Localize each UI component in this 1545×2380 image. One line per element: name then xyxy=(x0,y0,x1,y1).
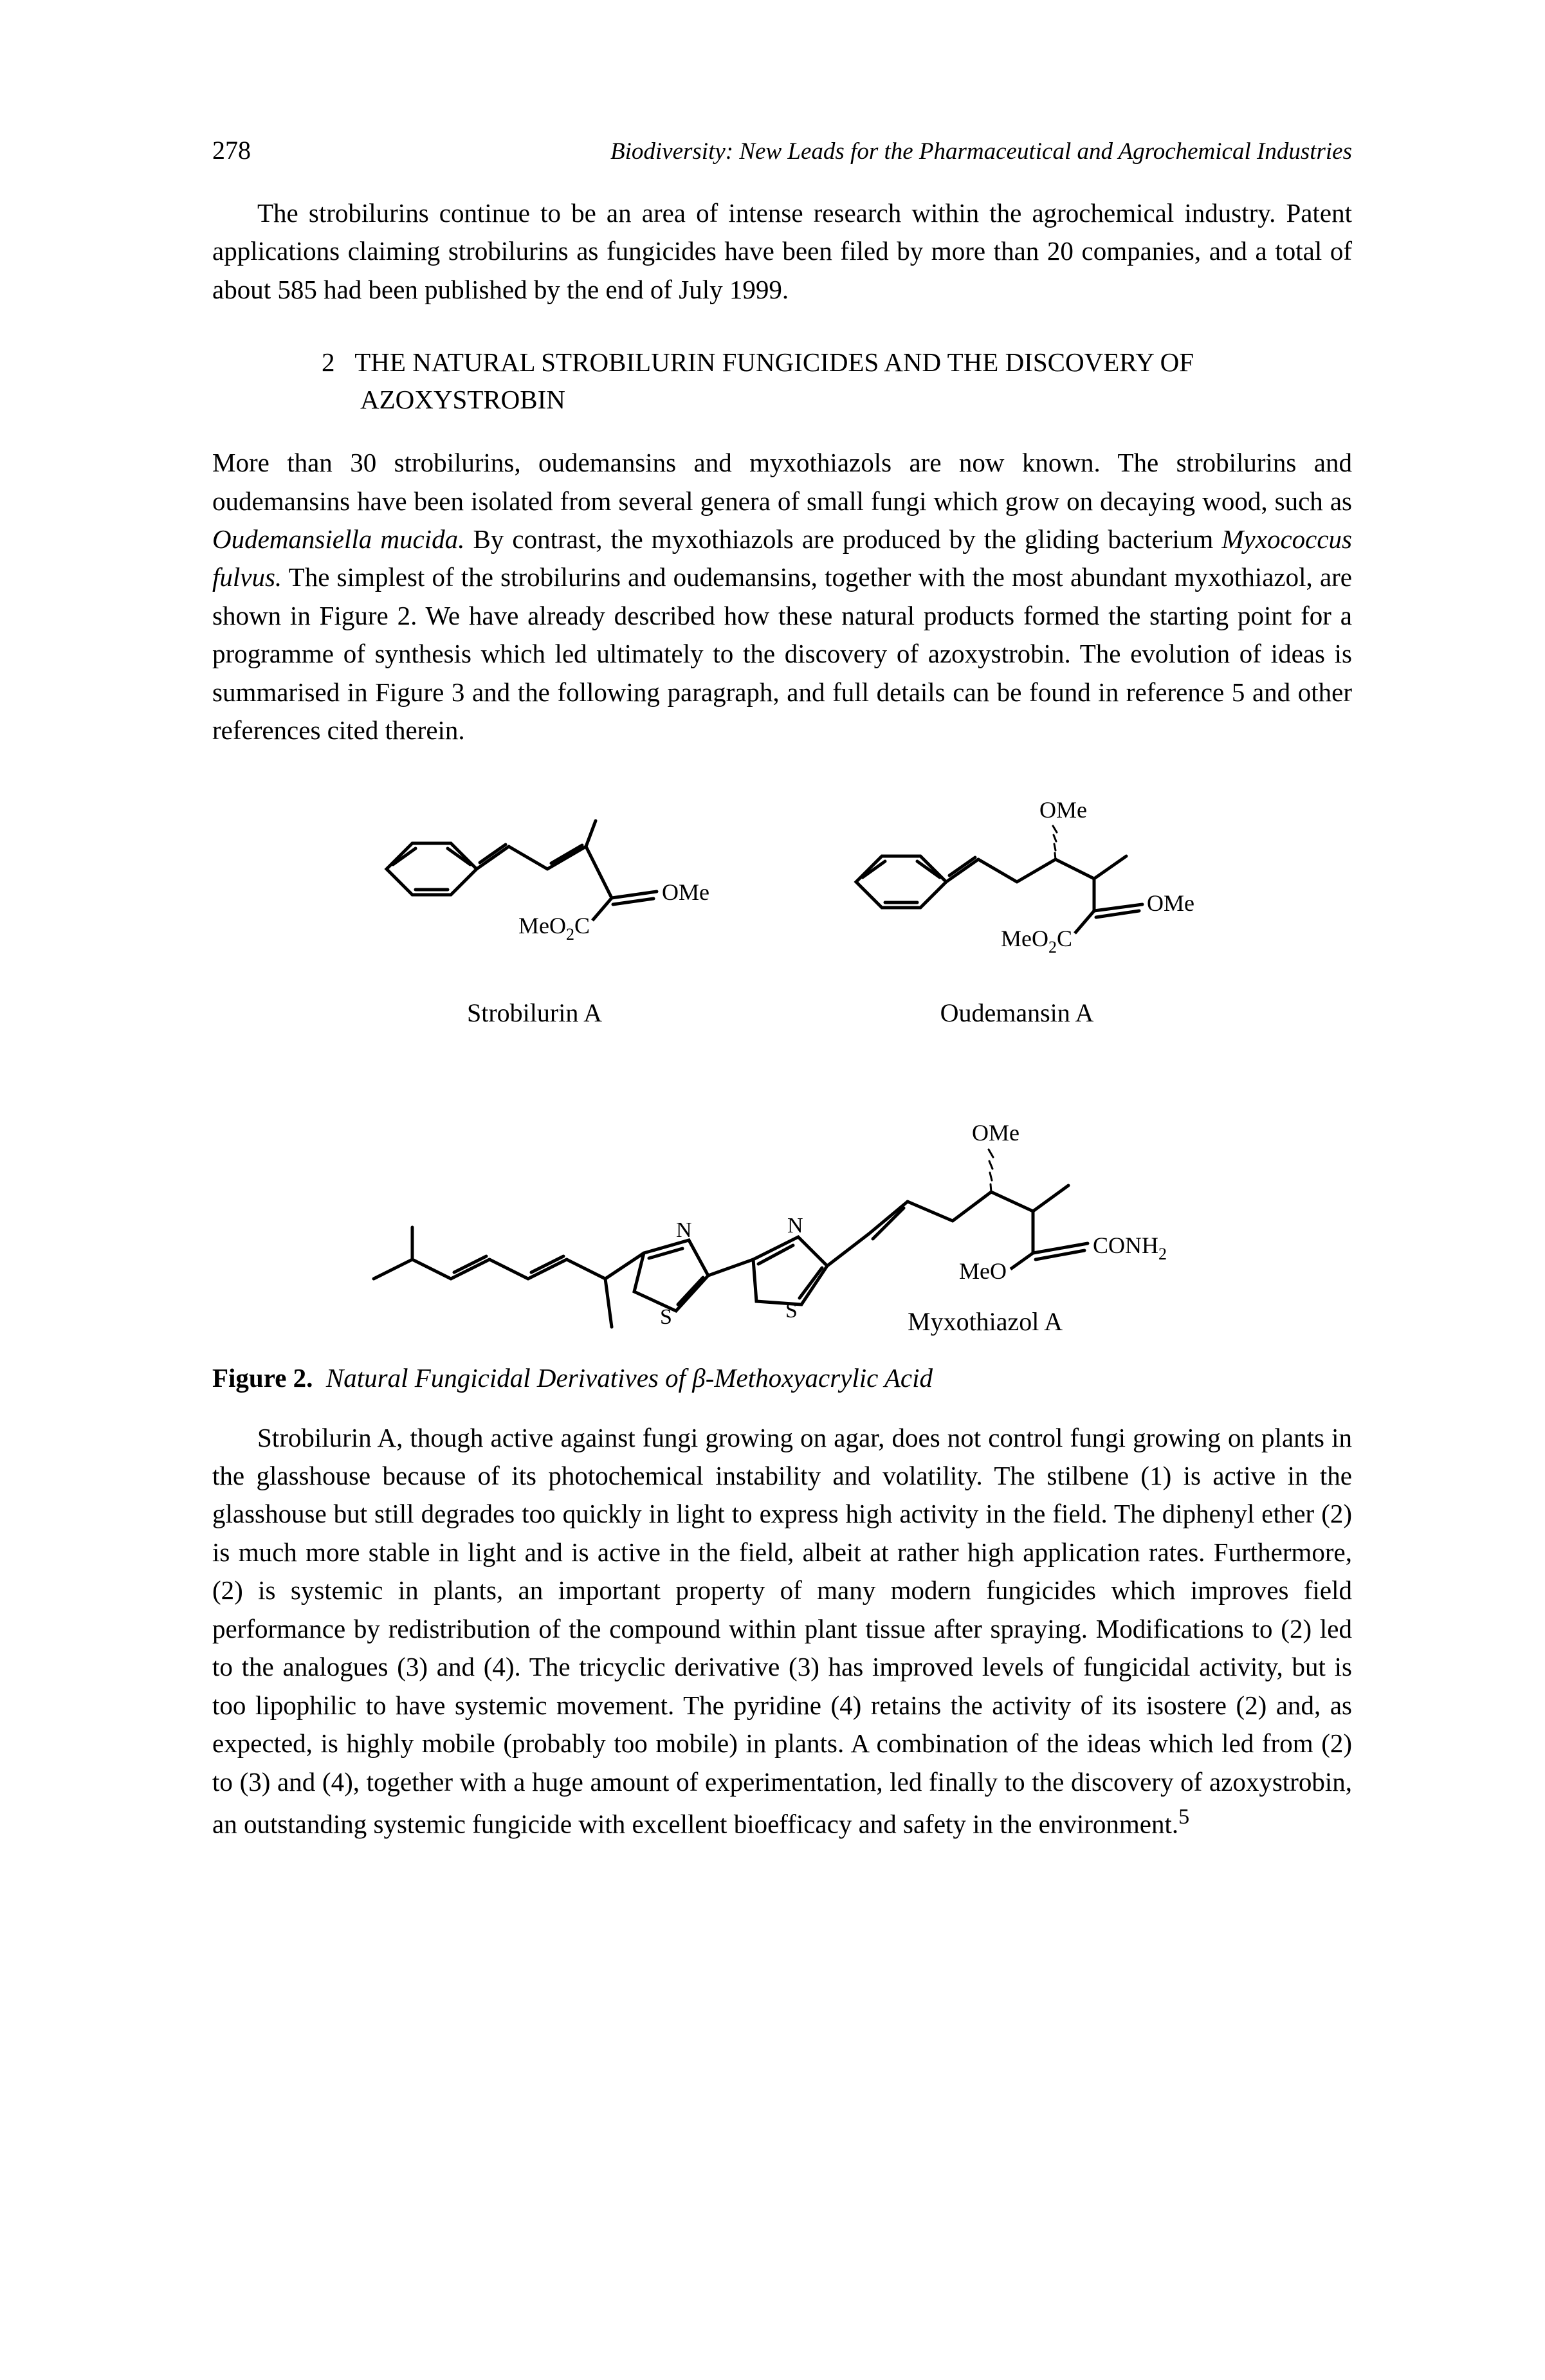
label-strobilurin-a: Strobilurin A xyxy=(354,998,715,1028)
figure-caption-bold: Figure 2. xyxy=(212,1363,313,1393)
para2-c: The simplest of the strobilurins and oud… xyxy=(212,562,1352,745)
meo2c-label: MeO2C xyxy=(518,913,590,944)
running-head: Biodiversity: New Leads for the Pharmace… xyxy=(610,138,1352,165)
oudemansin-a-svg: OMe OMe MeO2C xyxy=(824,782,1210,982)
structure-strobilurin-a: OMe MeO2C Strobilurin A xyxy=(354,795,715,1028)
n-label-2: N xyxy=(787,1214,803,1238)
section-title: THE NATURAL STROBILURIN FUNGICIDES AND T… xyxy=(354,347,1194,414)
species-1: Oudemansiella mucida. xyxy=(212,524,464,554)
running-header: 278 Biodiversity: New Leads for the Phar… xyxy=(212,135,1352,165)
n-label-1: N xyxy=(676,1218,692,1242)
paragraph-1: The strobilurins continue to be an area … xyxy=(212,194,1352,309)
figure-caption-ital: Natural Fungicidal Derivatives of β-Meth… xyxy=(326,1363,933,1393)
section-heading: 2 THE NATURAL STROBILURIN FUNGICIDES AND… xyxy=(212,344,1352,418)
figure-2-caption: Figure 2. Natural Fungicidal Derivatives… xyxy=(212,1362,1352,1393)
para3-text: Strobilurin A, though active against fun… xyxy=(212,1423,1352,1839)
label-myxothiazol-a: Myxothiazol A xyxy=(908,1307,1063,1336)
ome-side-label: OMe xyxy=(1147,890,1194,916)
meo2c-label-b: MeO2C xyxy=(1001,926,1072,957)
s-label-2: S xyxy=(785,1299,798,1323)
label-oudemansin-a: Oudemansin A xyxy=(824,998,1210,1028)
ome-label: OMe xyxy=(662,879,709,905)
conh2-label: CONH2 xyxy=(1093,1232,1167,1263)
para2-b: By contrast, the myxothiazols are produc… xyxy=(464,524,1221,554)
figure-2: OMe MeO2C Strobilurin A xyxy=(212,782,1352,1393)
meo-label: MeO xyxy=(959,1258,1007,1284)
page-number: 278 xyxy=(212,135,251,165)
paragraph-3: Strobilurin A, though active against fun… xyxy=(212,1419,1352,1844)
structure-myxothiazol-a: OMe CONH2 MeO N S N S Myxothiazol A xyxy=(212,1073,1352,1346)
structures-row-1: OMe MeO2C Strobilurin A xyxy=(212,782,1352,1028)
myxothiazol-a-svg: OMe CONH2 MeO N S N S Myxothiazol A xyxy=(348,1073,1216,1343)
section-number: 2 xyxy=(322,347,335,377)
para2-a: More than 30 strobilurins, oudemansins a… xyxy=(212,448,1352,515)
strobilurin-a-svg: OMe MeO2C xyxy=(354,795,715,982)
s-label-1: S xyxy=(660,1305,672,1329)
paragraph-2: More than 30 strobilurins, oudemansins a… xyxy=(212,444,1352,750)
page: 278 Biodiversity: New Leads for the Phar… xyxy=(0,0,1545,2380)
para3-ref: 5 xyxy=(1178,1805,1189,1829)
structure-oudemansin-a: OMe OMe MeO2C Oudemansin A xyxy=(824,782,1210,1028)
ome-top-label-c: OMe xyxy=(972,1120,1019,1146)
ome-top-label: OMe xyxy=(1039,797,1087,823)
